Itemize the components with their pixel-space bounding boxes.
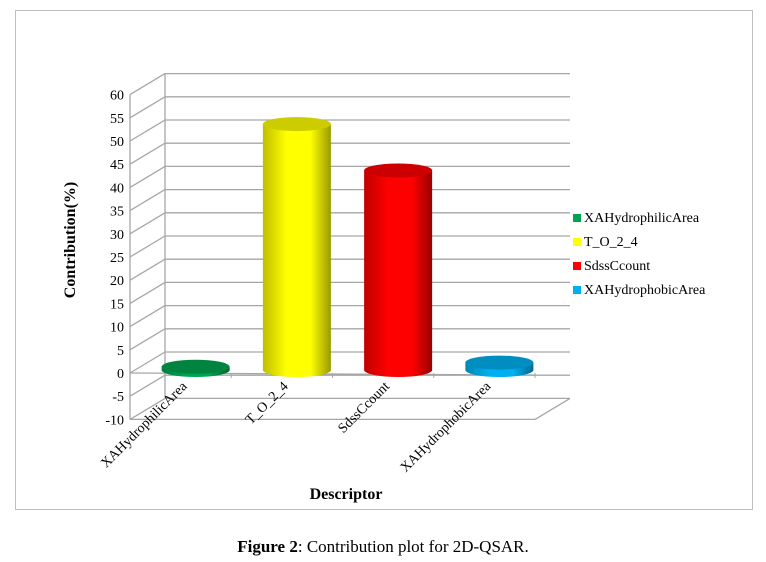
bar-top bbox=[161, 359, 230, 374]
gridline-diagonal bbox=[129, 165, 166, 188]
gridline-diagonal bbox=[129, 212, 166, 235]
y-tick-label: 5 bbox=[117, 344, 124, 359]
legend-label: T_O_2_4 bbox=[584, 235, 638, 250]
y-tick-label: 45 bbox=[110, 158, 124, 173]
legend-label: XAHydrophobicArea bbox=[584, 283, 706, 298]
gridline-diagonal bbox=[129, 374, 166, 397]
legend-swatch bbox=[573, 238, 581, 246]
y-tick-label: 15 bbox=[110, 297, 124, 312]
y-tick-label: 50 bbox=[110, 135, 124, 150]
figure-caption: Figure 2: Contribution plot for 2D-QSAR. bbox=[0, 537, 766, 557]
y-tick-label: 30 bbox=[110, 228, 124, 243]
y-tick-label: -5 bbox=[112, 390, 124, 405]
legend-item: XAHydrophilicArea bbox=[573, 211, 700, 226]
x-tick-label: T_O_2_4 bbox=[243, 379, 292, 428]
legend-item: XAHydrophobicArea bbox=[573, 283, 706, 298]
bar-top bbox=[364, 163, 433, 178]
y-tick-label: 10 bbox=[110, 321, 124, 336]
x-tick-label: SdssCcount bbox=[336, 379, 393, 436]
gridline-diagonal bbox=[129, 73, 166, 96]
bar-t-o-2-4 bbox=[262, 117, 331, 377]
bar-body bbox=[364, 170, 433, 377]
y-tick-label: 55 bbox=[110, 112, 124, 127]
x-tick-label: XAHydrophobicArea bbox=[398, 379, 495, 476]
gridline-diagonal bbox=[129, 235, 166, 258]
bar-xahydrophobicarea bbox=[465, 355, 534, 377]
bar-sdssccount bbox=[364, 163, 433, 377]
legend-swatch bbox=[573, 214, 581, 222]
gridline-diagonal bbox=[129, 258, 166, 281]
y-tick-label: 0 bbox=[117, 367, 124, 382]
gridline-diagonal bbox=[129, 305, 166, 328]
gridline-diagonal bbox=[129, 189, 166, 212]
y-tick-label: 35 bbox=[110, 205, 124, 220]
gridline-diagonal bbox=[129, 281, 166, 304]
caption-text: : Contribution plot for 2D-QSAR. bbox=[297, 537, 529, 556]
contribution-chart: -10 -5 0 5 10 15 20 25 30 35 40 45 50 55 60 XAHydrophi… bbox=[62, 72, 706, 503]
gridline-diagonal bbox=[129, 351, 166, 374]
bar-xahydrophilicarea bbox=[161, 359, 230, 377]
gridline-diagonal bbox=[129, 96, 166, 119]
legend-swatch bbox=[573, 286, 581, 294]
chart-frame bbox=[15, 10, 753, 510]
gridline-diagonal bbox=[129, 119, 166, 142]
y-axis-label: Contribution(%) bbox=[62, 182, 79, 298]
gridline-diagonal bbox=[129, 328, 166, 351]
bar-top bbox=[465, 355, 534, 370]
y-tick-label: 40 bbox=[110, 181, 124, 196]
y-tick-label: 60 bbox=[110, 89, 124, 104]
bar-body bbox=[262, 124, 331, 377]
y-tick-label: 20 bbox=[110, 274, 124, 289]
legend-swatch bbox=[573, 262, 581, 270]
gridline-diagonal bbox=[129, 142, 166, 165]
legend-label: SdssCcount bbox=[584, 259, 650, 274]
legend-item: SdssCcount bbox=[573, 259, 650, 274]
x-axis-label: Descriptor bbox=[310, 486, 383, 503]
legend-label: XAHydrophilicArea bbox=[584, 211, 700, 226]
caption-label: Figure 2 bbox=[237, 537, 298, 556]
gridline-diagonal bbox=[129, 397, 166, 420]
floor-right-edge bbox=[534, 397, 571, 420]
y-tick-label: 25 bbox=[110, 251, 124, 266]
legend-item: T_O_2_4 bbox=[573, 235, 638, 250]
bar-top bbox=[262, 117, 331, 132]
y-tick-label: -10 bbox=[105, 413, 124, 428]
